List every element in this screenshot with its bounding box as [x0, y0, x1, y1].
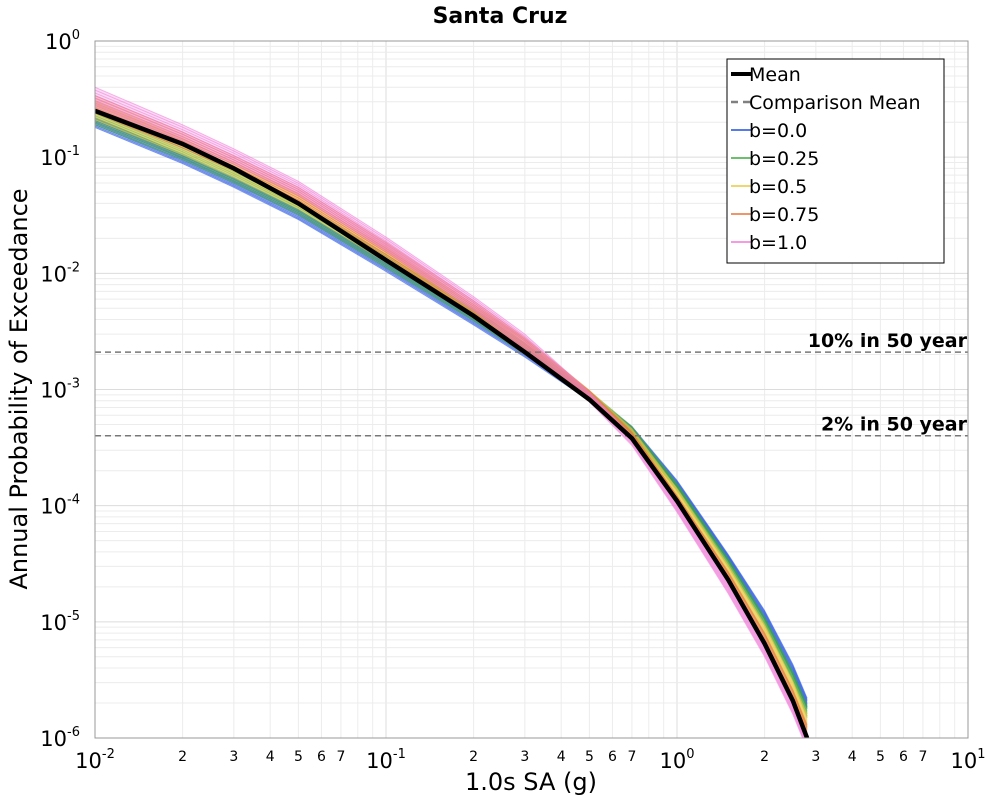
reference-line-label: 2% in 50 year	[821, 414, 968, 436]
legend-label: b=0.0	[749, 120, 807, 142]
x-minor-tick-label: 5	[585, 749, 594, 765]
legend-label: b=0.25	[749, 148, 819, 170]
scenario-bands	[95, 86, 808, 738]
y-tick-label: 10-3	[40, 377, 80, 403]
x-minor-tick-label: 6	[899, 749, 908, 765]
branch-curve-b=1.0	[95, 100, 805, 738]
y-tick-label: 10-1	[40, 144, 80, 170]
x-tick-label: 101	[950, 747, 985, 773]
branch-curve-b=0.25	[95, 119, 808, 715]
legend-label: Comparison Mean	[749, 92, 921, 114]
branch-curve-b=0.75	[95, 105, 808, 733]
y-tick-label: 10-5	[40, 609, 80, 635]
branch-curve-b=0.75	[95, 112, 808, 738]
mean-line	[95, 108, 810, 738]
x-minor-tick-label: 3	[520, 749, 529, 765]
branch-curve-b=0.0	[95, 122, 808, 705]
x-minor-tick-label: 2	[178, 749, 187, 765]
branch-curve-b=1.0	[95, 95, 806, 738]
x-minor-tick-label: 6	[608, 749, 617, 765]
branch-curve-b=0.5	[95, 103, 808, 717]
x-minor-tick-label: 7	[918, 749, 927, 765]
x-tick-label: 100	[659, 747, 694, 773]
branch-curve-b=0.0	[95, 127, 808, 709]
x-axis-label: 1.0s SA (g)	[465, 768, 597, 796]
x-minor-tick-label: 2	[469, 749, 478, 765]
x-minor-tick-label: 5	[876, 749, 885, 765]
branch-curve-b=0.75	[95, 94, 808, 725]
legend-label: b=0.5	[749, 176, 807, 198]
mean-lines	[95, 108, 810, 738]
x-tick-label: 10-1	[366, 747, 406, 773]
chart-title: Santa Cruz	[433, 4, 568, 29]
branch-curve-b=0.75	[95, 102, 808, 731]
branch-curve-b=1.0	[95, 103, 804, 738]
grid	[95, 41, 968, 738]
branch-curve-b=0.0	[95, 125, 808, 708]
y-tick-label: 10-2	[40, 260, 80, 286]
y-tick-label: 100	[45, 28, 80, 54]
reference-lines: 10% in 50 year 2% in 50 year	[95, 330, 968, 437]
branch-curve-b=1.0	[95, 98, 806, 738]
branch-curve-b=0.25	[95, 110, 808, 708]
branch-curve-b=0.25	[95, 124, 808, 718]
band-b=0.0	[95, 117, 808, 709]
x-minor-tick-label: 7	[336, 749, 345, 765]
branch-curve-b=0.0	[95, 118, 808, 700]
legend-box	[726, 58, 945, 264]
legend-label: b=0.75	[749, 204, 819, 226]
x-minor-tick-label: 3	[229, 749, 238, 765]
x-minor-tick-label: 5	[294, 749, 303, 765]
x-minor-tick-label: 7	[627, 749, 636, 765]
branch-curve-b=1.0	[95, 86, 808, 738]
branch-curve-b=0.5	[95, 116, 808, 727]
y-tick-label: 10-4	[40, 493, 80, 519]
legend-label: b=1.0	[749, 232, 807, 254]
branch-curve-b=0.75	[95, 110, 808, 737]
legend: Mean Comparison Mean b=0.0 b=0.25 b=0.5 b=0.7…	[726, 58, 945, 264]
branch-curve-b=0.0	[95, 121, 808, 703]
branch-curve-b=0.75	[95, 99, 808, 729]
x-minor-tick-label: 2	[760, 749, 769, 765]
x-minor-tick-label: 4	[557, 749, 566, 765]
reference-line-label: 10% in 50 year	[808, 330, 968, 352]
band-b=1.0	[95, 87, 808, 738]
x-minor-tick-label: 6	[317, 749, 326, 765]
branch-curve-b=0.0	[95, 119, 808, 702]
y-axis-label: Annual Probability of Exceedance	[5, 188, 33, 589]
x-minor-tick-label: 3	[811, 749, 820, 765]
x-minor-tick-label: 4	[266, 749, 275, 765]
x-tick-label: 10-2	[75, 747, 115, 773]
branch-curve-b=0.5	[95, 101, 808, 715]
y-tick-label: 10-6	[40, 725, 80, 751]
branch-curve-b=0.25	[95, 113, 808, 710]
plot-frame	[94, 40, 969, 739]
legend-label: Mean	[749, 64, 801, 86]
x-minor-tick-label: 4	[848, 749, 857, 765]
branch-curve-b=1.0	[95, 92, 807, 738]
band-b=0.25	[95, 109, 808, 718]
